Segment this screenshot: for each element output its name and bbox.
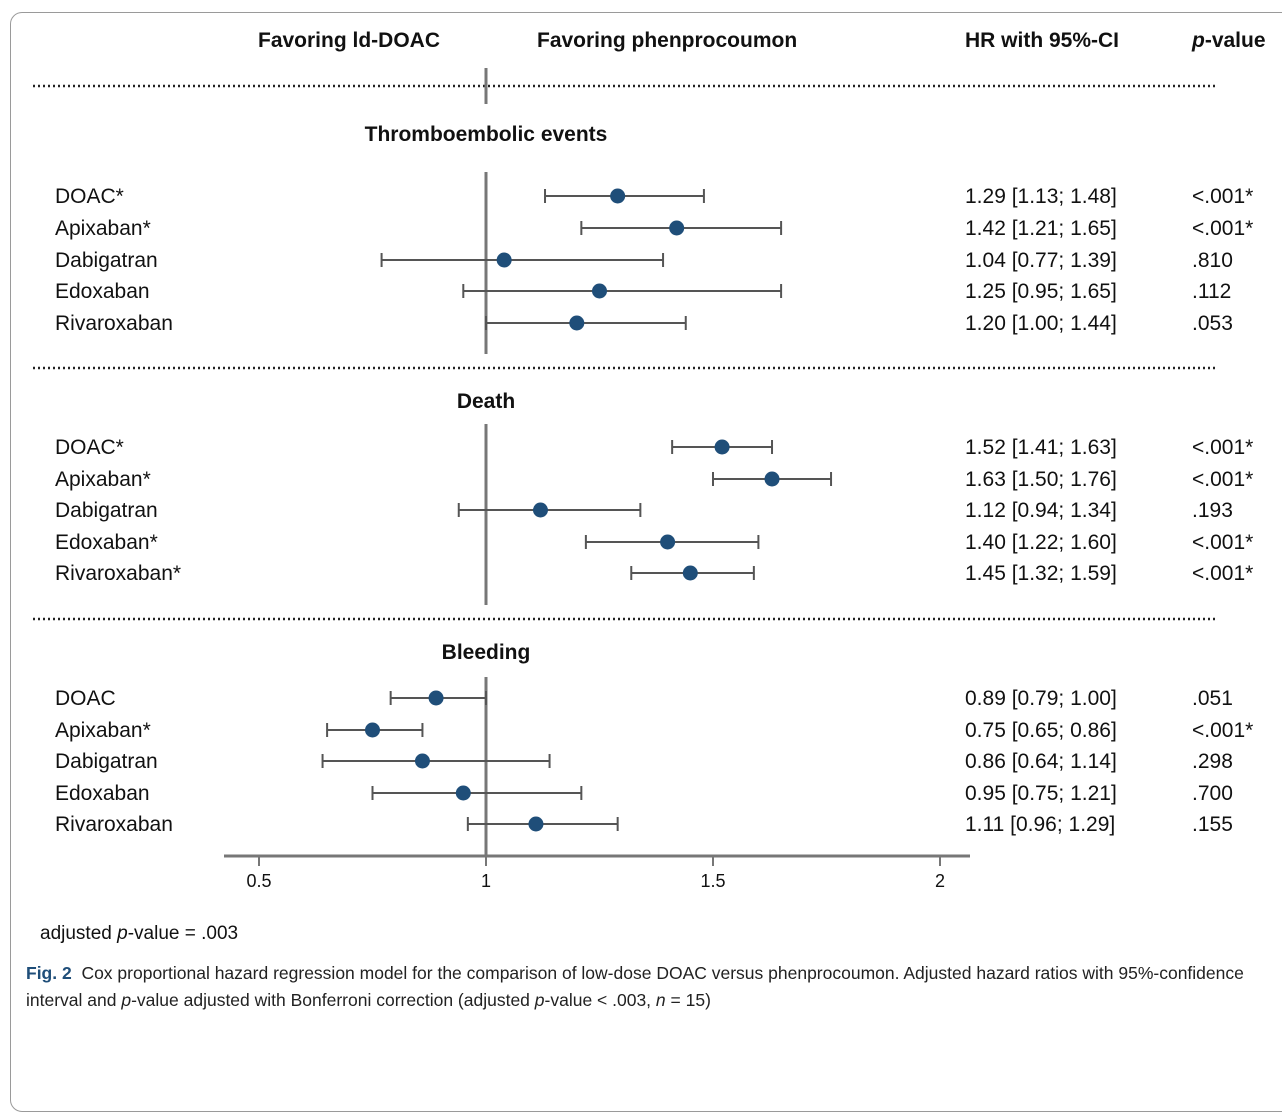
row-label: Edoxaban*: [55, 531, 158, 554]
row-label: DOAC*: [55, 185, 124, 208]
header-p-italic: p: [1192, 29, 1205, 52]
row-label: Dabigatran: [55, 750, 158, 773]
header-favoring-ld-doac: Favoring ld-DOAC: [258, 29, 440, 52]
hr-point: [682, 565, 698, 581]
row-p-value: .155: [1192, 813, 1233, 836]
x-axis-tick-label: 1: [481, 871, 491, 891]
footnote-prefix: adjusted: [40, 923, 118, 944]
row-p-value: .700: [1192, 782, 1233, 805]
row-p-value: .193: [1192, 499, 1233, 522]
row-label: Apixaban*: [55, 217, 151, 240]
header-p-value: p-value: [1192, 29, 1266, 53]
row-hr-ci: 1.12 [0.94; 1.34]: [965, 499, 1117, 522]
caption-n: n: [655, 990, 666, 1010]
row-p-value: .112: [1192, 280, 1231, 303]
row-p-value: <.001*: [1192, 217, 1253, 240]
hr-point: [528, 816, 544, 832]
row-label: Dabigatran: [55, 499, 158, 522]
header-p-rest: -value: [1204, 29, 1266, 52]
row-label: Edoxaban: [55, 280, 150, 303]
row-label: Edoxaban: [55, 782, 150, 805]
row-p-value: <.001*: [1192, 468, 1253, 491]
hr-point: [669, 220, 685, 236]
row-label: DOAC: [55, 687, 116, 710]
row-p-value: .051: [1192, 687, 1233, 710]
hr-point: [610, 188, 626, 204]
group-title-2: Bleeding: [442, 641, 531, 664]
row-label: Rivaroxaban: [55, 813, 173, 836]
row-hr-ci: 0.95 [0.75; 1.21]: [965, 782, 1117, 805]
footnote-rest: -value = .003: [127, 923, 239, 944]
row-hr-ci: 1.11 [0.96; 1.29]: [965, 813, 1115, 836]
figure-caption: Fig. 2 Cox proportional hazard regressio…: [26, 960, 1266, 1014]
caption-text-1: Cox proportional hazard regression model…: [26, 963, 1244, 1010]
row-p-value: .810: [1192, 249, 1233, 272]
hr-point: [592, 283, 607, 299]
caption-text-3: -value < .003,: [544, 990, 656, 1010]
row-p-value: .053: [1192, 312, 1233, 335]
footnote-p-italic: p: [117, 923, 128, 944]
row-p-value: .298: [1192, 750, 1233, 773]
row-hr-ci: 1.20 [1.00; 1.44]: [965, 312, 1117, 335]
header-hr-ci: HR with 95%-CI: [965, 29, 1120, 52]
row-p-value: <.001*: [1192, 185, 1253, 208]
hr-point: [532, 502, 548, 518]
caption-text-4: = 15): [665, 990, 711, 1010]
row-hr-ci: 1.42 [1.21; 1.65]: [965, 217, 1117, 240]
row-hr-ci: 1.52 [1.41; 1.63]: [965, 436, 1117, 459]
row-hr-ci: 0.75 [0.65; 0.86]: [965, 719, 1117, 742]
row-p-value: <.001*: [1192, 436, 1253, 459]
caption-p2: p: [534, 990, 545, 1010]
row-hr-ci: 1.45 [1.32; 1.59]: [965, 562, 1117, 585]
caption-label: Fig. 2: [26, 963, 72, 983]
row-hr-ci: 1.40 [1.22; 1.60]: [965, 531, 1117, 554]
x-axis-tick-label: 1.5: [700, 871, 725, 891]
x-axis-tick-label: 0.5: [246, 871, 271, 891]
row-p-value: <.001*: [1192, 719, 1253, 742]
row-label: Apixaban*: [55, 468, 151, 491]
forest-plot: Thromboembolic events DOAC* 1.29 [1.13; 1.…: [33, 68, 1253, 891]
row-label: Rivaroxaban: [55, 312, 173, 335]
row-label: Apixaban*: [55, 719, 151, 742]
hr-point: [714, 439, 730, 455]
footnote-adjusted-p: adjusted p-value = .003: [40, 923, 238, 945]
caption-text-2: -value adjusted with Bonferroni correcti…: [131, 990, 535, 1010]
row-p-value: <.001*: [1192, 531, 1253, 554]
row-label: DOAC*: [55, 436, 124, 459]
row-label: Rivaroxaban*: [55, 562, 181, 585]
row-p-value: <.001*: [1192, 562, 1253, 585]
row-hr-ci: 1.04 [0.77; 1.39]: [965, 249, 1117, 272]
row-label: Dabigatran: [55, 249, 158, 272]
row-hr-ci: 1.29 [1.13; 1.48]: [965, 185, 1117, 208]
hr-point: [496, 252, 512, 268]
hr-point: [365, 722, 380, 738]
row-hr-ci: 0.89 [0.79; 1.00]: [965, 687, 1117, 710]
hr-point: [428, 690, 444, 706]
row-hr-ci: 0.86 [0.64; 1.14]: [965, 750, 1117, 773]
group-title-0: Thromboembolic events: [365, 123, 608, 146]
hr-point: [764, 471, 780, 487]
row-hr-ci: 1.25 [0.95; 1.65]: [965, 280, 1117, 303]
group-title-1: Death: [457, 390, 515, 413]
x-axis-tick-label: 2: [935, 871, 945, 891]
hr-point: [414, 753, 430, 769]
hr-point: [455, 785, 471, 801]
row-hr-ci: 1.63 [1.50; 1.76]: [965, 468, 1117, 491]
header-favoring-phenprocoumon: Favoring phenprocoumon: [537, 29, 798, 52]
caption-p1: p: [121, 990, 132, 1010]
hr-point: [569, 315, 585, 331]
hr-point: [660, 534, 676, 550]
